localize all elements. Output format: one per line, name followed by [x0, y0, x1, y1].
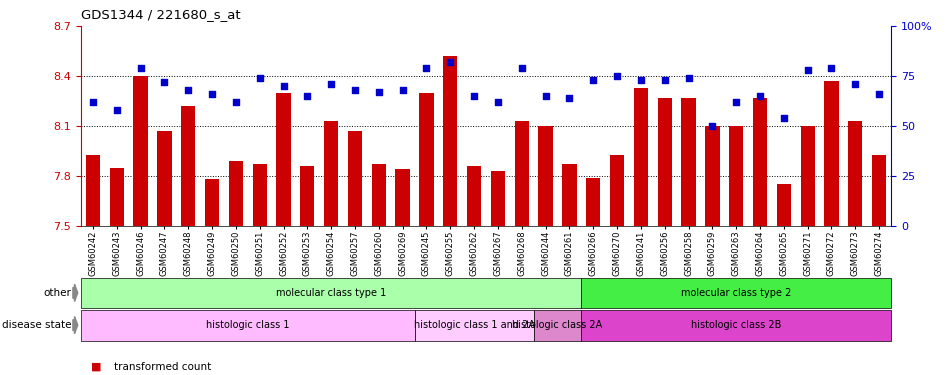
Point: [537, 93, 552, 99]
Bar: [300, 166, 314, 226]
Text: molecular class type 1: molecular class type 1: [276, 288, 386, 298]
Point: [156, 79, 171, 85]
Point: [489, 99, 505, 105]
Point: [799, 67, 814, 73]
Text: molecular class type 2: molecular class type 2: [681, 288, 790, 298]
Text: histologic class 2B: histologic class 2B: [690, 320, 781, 330]
Point: [109, 107, 124, 113]
Point: [752, 93, 767, 99]
Point: [275, 83, 290, 89]
Bar: [347, 131, 362, 226]
Point: [299, 93, 314, 99]
Bar: [228, 161, 243, 226]
Text: GDS1344 / 221680_s_at: GDS1344 / 221680_s_at: [81, 8, 240, 21]
Point: [394, 87, 409, 93]
Point: [466, 93, 481, 99]
Text: other: other: [44, 288, 71, 298]
Bar: [704, 126, 719, 226]
Bar: [395, 170, 409, 226]
Point: [514, 65, 529, 71]
Point: [632, 77, 647, 83]
Bar: [324, 121, 338, 226]
Bar: [871, 154, 885, 226]
Bar: [466, 166, 481, 226]
Bar: [752, 98, 766, 226]
Bar: [205, 180, 219, 226]
Point: [347, 87, 362, 93]
Point: [180, 87, 196, 93]
Bar: [609, 154, 624, 226]
Bar: [633, 88, 647, 226]
Text: disease state: disease state: [2, 320, 71, 330]
Point: [846, 81, 862, 87]
Bar: [109, 168, 124, 226]
Bar: [800, 126, 814, 226]
Text: histologic class 1 and 2A: histologic class 1 and 2A: [413, 320, 534, 330]
Bar: [133, 76, 148, 226]
Point: [442, 59, 457, 65]
Bar: [443, 56, 457, 226]
Bar: [276, 93, 290, 226]
Point: [585, 77, 600, 83]
Bar: [371, 165, 386, 226]
Bar: [776, 184, 790, 226]
Point: [204, 91, 219, 97]
Point: [823, 65, 838, 71]
Point: [323, 81, 338, 87]
Point: [561, 95, 576, 101]
Point: [727, 99, 743, 105]
Point: [775, 115, 790, 121]
Bar: [823, 81, 838, 226]
Point: [251, 75, 267, 81]
Text: histologic class 2A: histologic class 2A: [512, 320, 602, 330]
Bar: [847, 121, 862, 226]
Bar: [514, 121, 528, 226]
Point: [608, 73, 624, 79]
Bar: [657, 98, 671, 226]
Point: [370, 89, 387, 95]
Bar: [252, 165, 267, 226]
Bar: [681, 98, 695, 226]
Point: [870, 91, 885, 97]
Text: transformed count: transformed count: [114, 362, 211, 372]
Bar: [419, 93, 433, 226]
Point: [228, 99, 243, 105]
Bar: [86, 154, 100, 226]
Point: [704, 123, 720, 129]
Text: histologic class 1: histologic class 1: [206, 320, 289, 330]
Bar: [728, 126, 743, 226]
Point: [680, 75, 695, 81]
Bar: [562, 165, 576, 226]
Bar: [585, 178, 600, 226]
Point: [418, 65, 433, 71]
Point: [132, 65, 148, 71]
Point: [657, 77, 672, 83]
Text: ■: ■: [90, 362, 101, 372]
Point: [85, 99, 100, 105]
Bar: [538, 126, 552, 226]
Bar: [490, 171, 505, 226]
Bar: [181, 106, 195, 226]
Bar: [157, 131, 171, 226]
